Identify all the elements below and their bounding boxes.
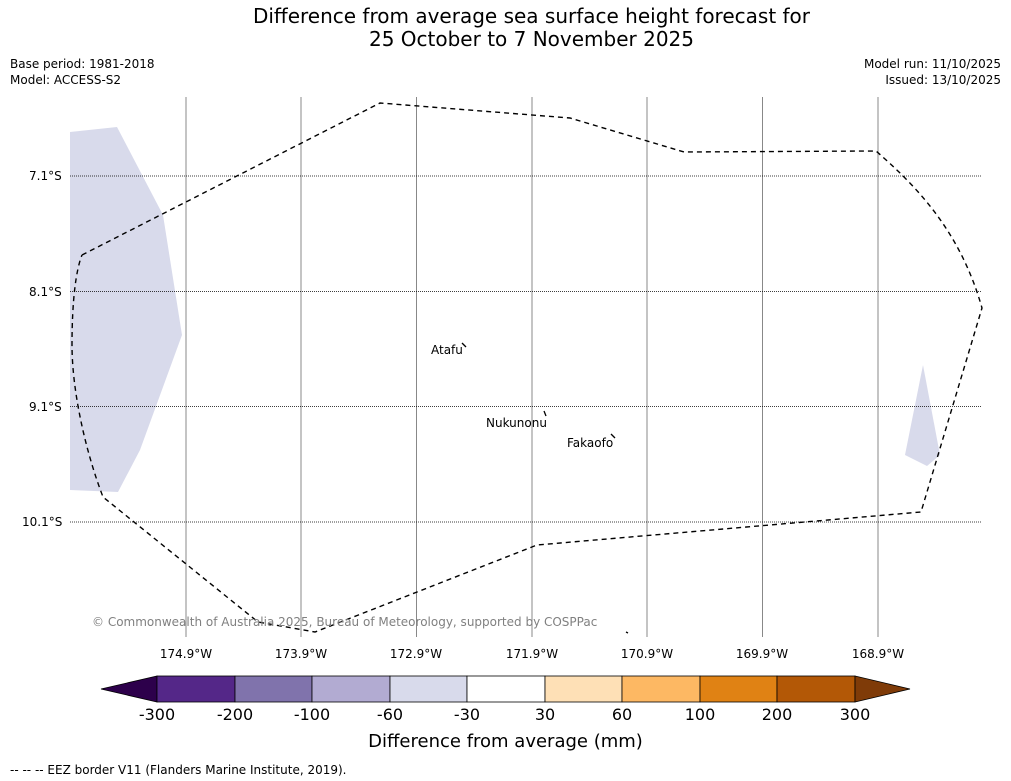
model-name: Model: ACCESS-S2 [10,73,122,87]
meta-left: Base period: 1981-2018 Model: ACCESS-S2 [10,56,155,88]
lat-label-7-1: 7.1°S [29,169,62,183]
place-fakaofo: Fakaofo [567,436,614,450]
colorbar-segment-8 [699,675,778,703]
lon-label-172-9: 172.9°W [389,647,443,661]
base-period: Base period: 1981-2018 [10,57,155,71]
meridian-lines [185,97,879,637]
islands [461,342,629,634]
cbar-tick-3: -60 [376,705,404,724]
title-line-1: Difference from average sea surface heig… [252,4,811,28]
meta-right: Model run: 11/10/2025 Issued: 13/10/2025 [864,56,1001,88]
eez-legend-footer: -- -- -- EEZ border V11 (Flanders Marine… [10,763,347,777]
cbar-tick-0: -300 [138,705,176,724]
colorbar-segment-2 [234,675,313,703]
cbar-tick-6: 60 [611,705,633,724]
colorbar-segment-9 [776,675,856,703]
issued-date: Issued: 13/10/2025 [885,73,1001,87]
model-run: Model run: 11/10/2025 [863,57,1001,71]
parallel-lines [70,175,982,523]
lon-label-168-9: 168.9°W [851,647,905,661]
lon-label-173-9: 173.9°W [274,647,328,661]
colorbar-extend-low [100,675,158,703]
cbar-tick-1: -200 [216,705,254,724]
lat-label-8-1: 8.1°S [29,285,62,299]
colorbar-extend-high [854,675,911,703]
anomaly-region-east [905,365,940,466]
colorbar-segment-7 [621,675,701,703]
place-nukunonu: Nukunonu [486,416,547,430]
fakaofo-island [610,433,616,439]
lon-label-171-9: 171.9°W [505,647,559,661]
cbar-tick-4: -30 [453,705,481,724]
lat-label-9-1: 9.1°S [29,400,62,414]
lon-label-170-9: 170.9°W [620,647,674,661]
chart-title: Difference from average sea surface heig… [0,5,1011,51]
cbar-tick-8: 200 [761,705,793,724]
cbar-tick-5: 30 [534,705,556,724]
lat-label-10-1: 10.1°S [22,515,63,529]
colorbar-title: Difference from average (mm) [368,731,643,752]
colorbar-segment-1 [156,675,236,703]
colorbar-segment-6 [544,675,623,703]
cbar-tick-9: 300 [839,705,871,724]
colorbar-segment-5 [466,675,546,703]
cbar-tick-2: -100 [293,705,331,724]
place-atafu: Atafu [431,343,463,357]
lon-label-169-9: 169.9°W [735,647,789,661]
swains-islet [625,631,629,634]
eez-border [71,102,983,633]
colorbar-segment-4 [389,675,468,703]
colorbar-segment-3 [311,675,391,703]
colorbar [100,675,911,703]
atafu-island [461,342,467,348]
cbar-tick-7: 100 [684,705,716,724]
copyright-notice: © Commonwealth of Australia 2025, Bureau… [92,615,598,629]
lon-label-174-9: 174.9°W [159,647,213,661]
nukunonu-island [543,410,547,417]
anomaly-region-west [70,127,182,492]
title-line-2: 25 October to 7 November 2025 [368,27,695,51]
